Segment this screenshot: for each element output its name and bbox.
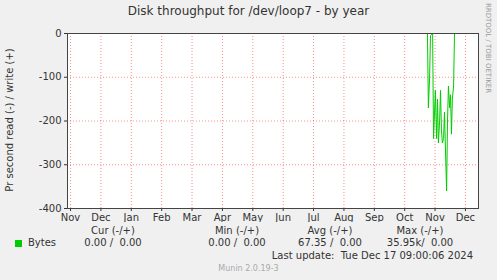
svg-text:May: May <box>242 212 263 222</box>
html-text:Avg (-/+): Avg (-/+) <box>307 225 353 236</box>
svg-text:0: 0 <box>55 28 61 39</box>
html-text:0.00 / 0.00: 0.00 / 0.00 <box>84 237 142 248</box>
html-text:35.95k/ 0.00: 35.95k/ 0.00 <box>386 237 454 248</box>
svg-text:Jul: Jul <box>307 212 320 222</box>
svg-text:Aug: Aug <box>334 212 354 222</box>
svg-text:-300: -300 <box>39 159 62 170</box>
svg-text:Nov: Nov <box>425 212 445 222</box>
html-text:Munin 2.0.19-3: Munin 2.0.19-3 <box>218 264 279 273</box>
html-text:Min (-/+): Min (-/+) <box>215 225 259 236</box>
svg-text:-400: -400 <box>39 203 62 214</box>
svg-text:Feb: Feb <box>153 212 171 222</box>
html-text:Bytes: Bytes <box>28 237 57 248</box>
html-text:0.00 / 0.00: 0.00 / 0.00 <box>208 237 266 248</box>
html-text:Cur (-/+): Cur (-/+) <box>91 225 135 236</box>
html-text:Disk throughput for /dev/loop7: Disk throughput for /dev/loop7 - by year <box>127 4 370 18</box>
svg-text:Apr: Apr <box>214 212 232 222</box>
svg-text:Oct: Oct <box>396 212 413 222</box>
html-text:Max (-/+): Max (-/+) <box>396 225 444 236</box>
svg-text:Sep: Sep <box>365 212 384 222</box>
svg-text:Jun: Jun <box>274 212 291 222</box>
svg-text:Mar: Mar <box>183 212 203 222</box>
svg-text:Nov: Nov <box>61 212 81 222</box>
html-text:Pr second read (-) / write (+): Pr second read (-) / write (+) <box>3 48 15 192</box>
html-text:67.35 / 0.00: 67.35 / 0.00 <box>298 237 362 248</box>
svg-text:Dec: Dec <box>91 212 110 222</box>
svg-text:-100: -100 <box>39 71 62 82</box>
svg-text:Jan: Jan <box>123 212 139 222</box>
svg-text:Dec: Dec <box>456 212 475 222</box>
html-text:Last update: Tue Dec 17 09:00:: Last update: Tue Dec 17 09:00:06 2024 <box>271 250 473 261</box>
html-text:RRDTOOL / TOBI OETIKER: RRDTOOL / TOBI OETIKER <box>484 2 492 94</box>
svg-text:-200: -200 <box>39 115 62 126</box>
